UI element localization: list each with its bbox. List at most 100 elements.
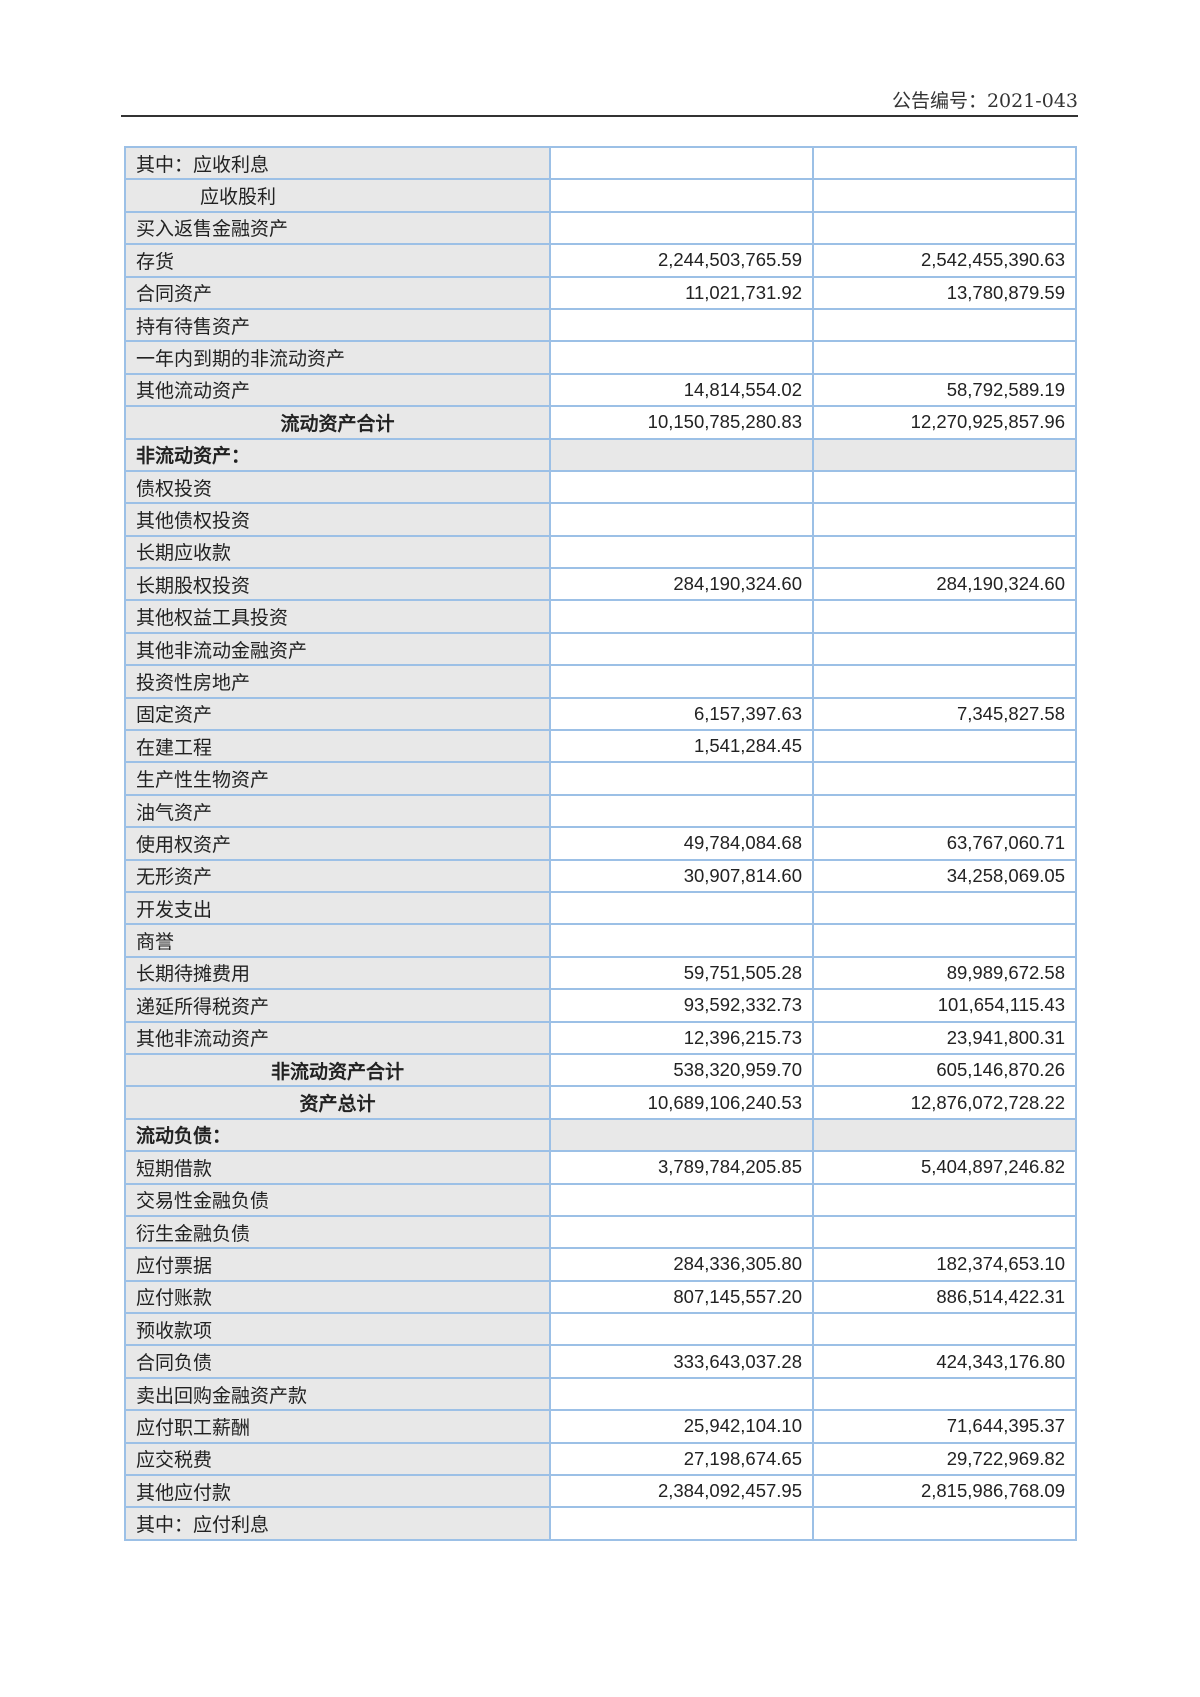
value-period-1: 11,021,731.92 (549, 275, 814, 310)
value-period-1: 12,396,215.73 (549, 1020, 814, 1055)
row-label: 买入返售金融资产 (124, 210, 551, 246)
value-period-1 (549, 923, 814, 958)
row-label: 合同资产 (124, 275, 551, 310)
row-label: 存货 (124, 243, 551, 278)
table-row: 其他权益工具投资 (124, 599, 1077, 634)
row-label: 其他应付款 (124, 1474, 551, 1509)
value-period-1 (549, 437, 814, 472)
table-row: 流动资产合计 10,150,785,280.83 12,270,925,857.96 (124, 405, 1077, 440)
table-row: 长期股权投资 284,190,324.60 284,190,324.60 (124, 567, 1077, 602)
table-row: 非流动资产： (124, 437, 1077, 472)
row-label: 非流动资产合计 (124, 1052, 551, 1088)
table-row: 商誉 (124, 923, 1077, 958)
value-period-1 (549, 178, 814, 213)
value-period-2 (812, 210, 1077, 246)
row-label: 债权投资 (124, 469, 551, 505)
value-period-1: 1,541,284.45 (549, 729, 814, 764)
value-period-2: 58,792,589.19 (812, 372, 1077, 408)
row-label: 其中：应付利息 (124, 1506, 551, 1541)
table-row: 其他非流动金融资产 (124, 631, 1077, 667)
value-period-2 (812, 307, 1077, 343)
table-row: 其他债权投资 (124, 502, 1077, 537)
value-period-1: 27,198,674.65 (549, 1441, 814, 1477)
table-row: 固定资产 6,157,397.63 7,345,827.58 (124, 696, 1077, 732)
value-period-1: 10,689,106,240.53 (549, 1085, 814, 1120)
table-row: 其中：应收利息 (124, 145, 1077, 181)
table-row: 其他应付款 2,384,092,457.95 2,815,986,768.09 (124, 1474, 1077, 1509)
table-row: 开发支出 (124, 890, 1077, 926)
value-period-1 (549, 210, 814, 246)
value-period-2 (812, 1312, 1077, 1347)
value-period-1 (549, 793, 814, 829)
row-label: 应付票据 (124, 1247, 551, 1282)
value-period-2 (812, 502, 1077, 537)
table-row: 其他非流动资产 12,396,215.73 23,941,800.31 (124, 1020, 1077, 1055)
table-row: 其他流动资产 14,814,554.02 58,792,589.19 (124, 372, 1077, 408)
row-label: 长期待摊费用 (124, 955, 551, 991)
table-row: 一年内到期的非流动资产 (124, 340, 1077, 375)
row-label: 预收款项 (124, 1312, 551, 1347)
value-period-2 (812, 761, 1077, 796)
table-row: 在建工程 1,541,284.45 (124, 729, 1077, 764)
value-period-2: 12,270,925,857.96 (812, 405, 1077, 440)
value-period-2 (812, 1117, 1077, 1153)
value-period-2: 605,146,870.26 (812, 1052, 1077, 1088)
value-period-1: 93,592,332.73 (549, 988, 814, 1023)
table-row: 债权投资 (124, 469, 1077, 505)
row-label: 应交税费 (124, 1441, 551, 1477)
row-label: 非流动资产： (124, 437, 551, 472)
value-period-1: 49,784,084.68 (549, 826, 814, 861)
table-row: 递延所得税资产 93,592,332.73 101,654,115.43 (124, 988, 1077, 1023)
value-period-1 (549, 469, 814, 505)
table-row: 应付票据 284,336,305.80 182,374,653.10 (124, 1247, 1077, 1282)
table-row: 衍生金融负债 (124, 1214, 1077, 1250)
value-period-1 (549, 145, 814, 181)
balance-sheet-table: 其中：应收利息 应收股利 买入返售金融资产 存货 2,244,503,765.59 2,5… (124, 145, 1077, 1541)
table-row: 卖出回购金融资产款 (124, 1376, 1077, 1412)
table-row: 买入返售金融资产 (124, 210, 1077, 246)
value-period-2: 63,767,060.71 (812, 826, 1077, 861)
row-label: 长期股权投资 (124, 567, 551, 602)
row-label: 投资性房地产 (124, 664, 551, 699)
row-label: 资产总计 (124, 1085, 551, 1120)
value-period-1: 2,244,503,765.59 (549, 243, 814, 278)
value-period-1 (549, 340, 814, 375)
table-row: 短期借款 3,789,784,205.85 5,404,897,246.82 (124, 1150, 1077, 1185)
value-period-1 (549, 761, 814, 796)
value-period-2: 34,258,069.05 (812, 858, 1077, 893)
value-period-1 (549, 534, 814, 570)
row-label: 应付职工薪酬 (124, 1409, 551, 1444)
value-period-2 (812, 534, 1077, 570)
header-divider (121, 115, 1078, 117)
table-row: 应付职工薪酬 25,942,104.10 71,644,395.37 (124, 1409, 1077, 1444)
value-period-2 (812, 1182, 1077, 1217)
value-period-1 (549, 1214, 814, 1250)
table-row: 合同负债 333,643,037.28 424,343,176.80 (124, 1344, 1077, 1379)
table-row: 流动负债： (124, 1117, 1077, 1153)
value-period-2: 13,780,879.59 (812, 275, 1077, 310)
row-label: 其他债权投资 (124, 502, 551, 537)
value-period-1 (549, 1506, 814, 1541)
value-period-2: 2,542,455,390.63 (812, 243, 1077, 278)
value-period-2: 29,722,969.82 (812, 1441, 1077, 1477)
table-row: 使用权资产 49,784,084.68 63,767,060.71 (124, 826, 1077, 861)
row-label: 衍生金融负债 (124, 1214, 551, 1250)
value-period-1 (549, 631, 814, 667)
row-label: 固定资产 (124, 696, 551, 732)
row-label: 开发支出 (124, 890, 551, 926)
value-period-1: 3,789,784,205.85 (549, 1150, 814, 1185)
value-period-2 (812, 1214, 1077, 1250)
value-period-2 (812, 340, 1077, 375)
value-period-1: 538,320,959.70 (549, 1052, 814, 1088)
table-row: 合同资产 11,021,731.92 13,780,879.59 (124, 275, 1077, 310)
value-period-1 (549, 502, 814, 537)
row-label: 递延所得税资产 (124, 988, 551, 1023)
value-period-2 (812, 729, 1077, 764)
value-period-1: 807,145,557.20 (549, 1279, 814, 1315)
table-row: 无形资产 30,907,814.60 34,258,069.05 (124, 858, 1077, 893)
table-row: 持有待售资产 (124, 307, 1077, 343)
value-period-1 (549, 307, 814, 343)
value-period-2: 5,404,897,246.82 (812, 1150, 1077, 1185)
table-row: 投资性房地产 (124, 664, 1077, 699)
value-period-1 (549, 599, 814, 634)
